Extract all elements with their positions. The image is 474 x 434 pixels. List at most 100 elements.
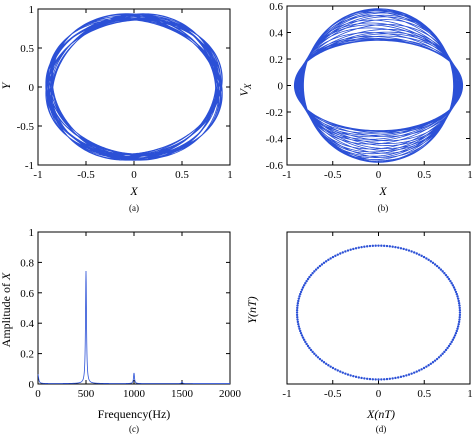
poincare-point bbox=[446, 346, 449, 350]
poincare-point bbox=[322, 361, 326, 364]
poincare-point bbox=[305, 342, 308, 346]
poincare-point bbox=[295, 313, 299, 317]
poincare-point bbox=[399, 375, 403, 379]
poincare-point bbox=[454, 290, 458, 294]
poincare-point bbox=[385, 244, 389, 248]
poincare-point bbox=[441, 352, 444, 355]
poincare-point bbox=[425, 365, 428, 368]
poincare-point bbox=[450, 340, 453, 344]
poincare-point bbox=[382, 244, 386, 248]
poincare-point bbox=[456, 295, 459, 298]
poincare-point bbox=[297, 325, 301, 328]
orbit-curve bbox=[45, 13, 223, 161]
poincare-point bbox=[455, 292, 458, 296]
poincare-point bbox=[397, 246, 400, 249]
panel-b: (b) X VX -1 -0.5 0 0.5 1 -0.6 -0.4 -0.2 0 0.2 0.4 0… bbox=[237, 1, 473, 213]
panel-d: (d) X(nT) Y(nT) -1 -0.5 0 0.5 1 bbox=[245, 231, 473, 434]
poincare-point bbox=[344, 250, 347, 253]
poincare-point bbox=[304, 340, 307, 344]
poincare-point bbox=[444, 348, 448, 352]
x-tick-label: 500 bbox=[78, 388, 95, 400]
poincare-point bbox=[437, 266, 441, 270]
poincare-point bbox=[380, 378, 383, 381]
poincare-point bbox=[374, 244, 377, 247]
poincare-point bbox=[300, 288, 304, 291]
x-tick-label: -1 bbox=[282, 169, 291, 181]
poincare-point bbox=[413, 371, 416, 374]
poincare-point bbox=[320, 263, 324, 266]
poincare-point bbox=[331, 366, 335, 370]
poincare-point bbox=[305, 279, 308, 283]
poincare-point bbox=[458, 313, 462, 317]
panel-c-caption: (c) bbox=[129, 424, 139, 434]
poincare-point bbox=[405, 374, 408, 377]
poincare-point bbox=[341, 251, 344, 254]
poincare-point bbox=[420, 368, 423, 371]
poincare-point bbox=[295, 309, 299, 312]
poincare-point bbox=[349, 374, 352, 377]
poincare-point bbox=[391, 245, 394, 248]
panel-c-ylabel: Amplitude of X bbox=[0, 272, 13, 347]
poincare-point bbox=[346, 249, 350, 252]
x-tick-label: 0.5 bbox=[175, 169, 189, 181]
poincare-point bbox=[368, 377, 372, 381]
poincare-point bbox=[385, 377, 389, 381]
poincare-point bbox=[327, 258, 330, 262]
poincare-point bbox=[344, 372, 347, 375]
poincare-point bbox=[415, 370, 418, 373]
poincare-point bbox=[313, 270, 316, 273]
poincare-point bbox=[327, 364, 330, 367]
poincare-point bbox=[458, 306, 461, 310]
panel-b-xlabel-text: X bbox=[378, 184, 387, 198]
y-tick-label: -1 bbox=[25, 160, 34, 172]
poincare-point bbox=[316, 266, 320, 270]
y-tick-label: 1 bbox=[29, 4, 35, 16]
poincare-point bbox=[454, 332, 458, 335]
panel-a-ylabel: Y bbox=[0, 81, 13, 89]
poincare-point bbox=[456, 325, 460, 328]
poincare-point bbox=[382, 378, 386, 381]
poincare-point bbox=[391, 377, 394, 380]
poincare-point bbox=[458, 318, 461, 321]
poincare-point bbox=[299, 290, 303, 294]
poincare-point bbox=[443, 350, 446, 354]
poincare-point bbox=[363, 377, 366, 380]
poincare-point bbox=[456, 297, 460, 300]
poincare-point bbox=[296, 320, 300, 324]
poincare-point bbox=[339, 252, 342, 255]
poincare-point bbox=[309, 348, 313, 352]
plot-frame bbox=[37, 8, 231, 166]
poincare-point bbox=[311, 272, 314, 275]
poincare-point bbox=[331, 255, 335, 259]
y-tick-label: 0.4 bbox=[269, 28, 283, 40]
poincare-point bbox=[302, 338, 306, 341]
poincare-point bbox=[374, 378, 377, 381]
poincare-point bbox=[452, 286, 456, 289]
y-tick-label: 0 bbox=[29, 82, 35, 94]
panel-d-ylabel: Y(nT) bbox=[245, 296, 259, 323]
poincare-point bbox=[388, 245, 392, 248]
poincare-point bbox=[306, 277, 310, 281]
x-tick-label: 0.5 bbox=[417, 388, 431, 400]
poincare-point bbox=[425, 257, 428, 260]
poincare-point bbox=[329, 365, 332, 368]
poincare-point bbox=[458, 311, 462, 314]
poincare-point bbox=[296, 304, 299, 307]
poincare-point bbox=[349, 248, 352, 251]
y-tick-label: 0.8 bbox=[20, 257, 34, 269]
x-tick-label: 0 bbox=[131, 169, 137, 181]
poincare-point bbox=[334, 254, 337, 258]
panel-b-caption: (b) bbox=[378, 203, 389, 213]
x-tick-label: 0 bbox=[376, 169, 382, 181]
poincare-point bbox=[441, 270, 444, 273]
poincare-point bbox=[457, 320, 461, 324]
panel-b-ylabel: VX bbox=[237, 83, 253, 96]
poincare-point bbox=[458, 309, 462, 312]
poincare-point bbox=[334, 368, 337, 371]
x-tick-label: 1 bbox=[467, 169, 473, 181]
poincare-point bbox=[431, 261, 435, 265]
x-tick-label: -1 bbox=[33, 169, 42, 181]
spectrum-line bbox=[37, 271, 230, 384]
poincare-point bbox=[418, 253, 421, 256]
x-tick-label: -0.5 bbox=[77, 169, 95, 181]
